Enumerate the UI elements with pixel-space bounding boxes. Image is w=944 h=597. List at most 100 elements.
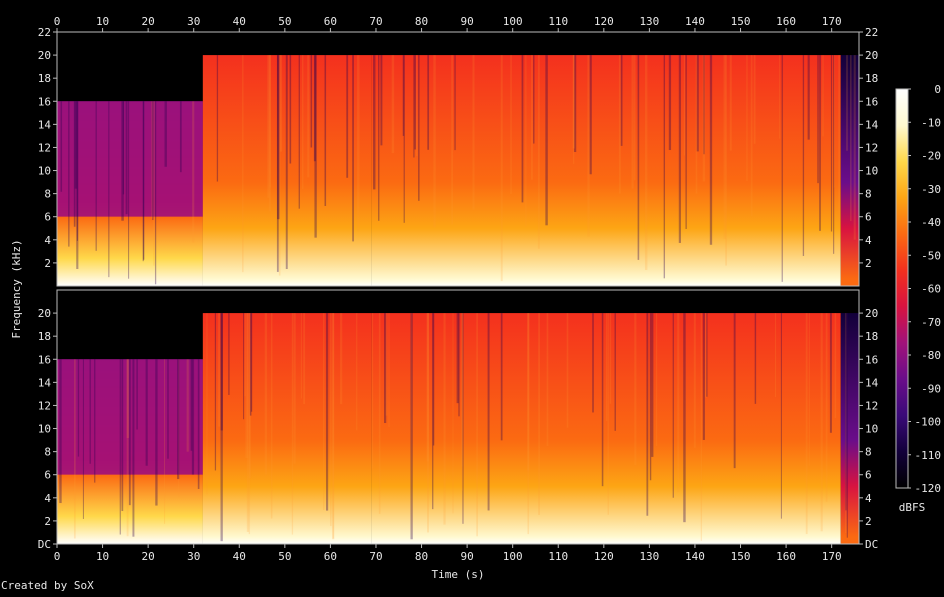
x-tick-label: 170 (822, 15, 842, 28)
x-tick-label: 150 (731, 550, 751, 563)
spectrum-stripe (151, 101, 153, 219)
spectrum-stripe (122, 101, 125, 195)
spectrum-stripe (179, 101, 182, 173)
y-tick-label: 2 (44, 257, 51, 270)
spectrum-stripe (155, 359, 158, 506)
spectrum-stripe (822, 55, 824, 137)
spectrum-stripe (668, 55, 672, 151)
spectrum-segment (371, 313, 841, 544)
x-tick-label: 30 (187, 550, 200, 563)
spectrum-stripe (291, 313, 294, 535)
colorbar-gradient (896, 89, 908, 488)
x-tick-label: 10 (96, 15, 109, 28)
spectrum-stripe (846, 55, 848, 151)
spectrum-stripe (461, 313, 464, 467)
spectrum-stripe (191, 359, 195, 475)
spectrum-stripe (521, 55, 524, 203)
spectrum-stripe (300, 313, 302, 399)
spectrum-stripe (89, 359, 91, 464)
spectrum-stripe (702, 313, 705, 440)
spectrum-stripe (427, 313, 429, 533)
spectrum-stripe (356, 313, 358, 431)
y-tick-label: 4 (44, 234, 51, 247)
spectrum-stripe (525, 55, 527, 227)
spectrum-stripe (774, 313, 777, 398)
spectrum-stripe (325, 313, 329, 511)
spectrum-stripe (533, 55, 535, 144)
spectrum-stripe (614, 313, 616, 431)
spectrum-low-band (57, 474, 203, 544)
spectrum-stripe (566, 313, 569, 428)
spectrum-stripe (487, 313, 490, 511)
spectrum-stripe (220, 313, 223, 431)
x-tick-label: 50 (278, 550, 291, 563)
spectrum-stripe (249, 313, 252, 416)
y-tick-label: 10 (865, 165, 878, 178)
spectrum-stripe (432, 313, 435, 446)
spectrum-stripe (383, 313, 387, 424)
spectrum-stripe (76, 101, 78, 241)
spectrum-stripe (663, 55, 666, 279)
spectrum-stripe (606, 313, 608, 422)
spectrum-band (57, 101, 203, 217)
spectrum-stripe (672, 313, 674, 498)
spectrum-stripe (128, 359, 131, 506)
spectrum-stripe (108, 101, 110, 278)
spectrum-band (57, 359, 203, 475)
spectrum-segment (202, 313, 372, 544)
x-tick-label: 130 (639, 15, 659, 28)
spectrum-stripe (683, 55, 685, 156)
spectrum-stripe (192, 101, 195, 243)
spectrum-stripe (95, 101, 97, 251)
spectrum-stripe (82, 359, 84, 519)
spectrum-stripe (830, 55, 833, 232)
spectrum-segment (202, 55, 372, 286)
colorbar-tick-label: -80 (921, 349, 941, 362)
y-tick-label: 6 (865, 469, 872, 482)
spectrum-stripe (270, 313, 273, 519)
spectrum-segment (371, 55, 841, 286)
spectrum-stripe (76, 101, 79, 269)
spectrum-stripe (685, 55, 687, 230)
spectrum-stripe (126, 359, 129, 537)
spectrum-stripe (853, 55, 856, 240)
spectrum-stripe (298, 55, 300, 209)
spectrum-stripe (589, 55, 592, 175)
spectrum-stripe (293, 313, 296, 464)
spectrum-stripe (601, 313, 604, 487)
spectrum-stripe (546, 313, 549, 447)
spectrum-stripe (433, 55, 436, 228)
spectrum-stripe (456, 313, 459, 404)
spectrum-stripe (538, 313, 540, 515)
spectrum-stripe (545, 55, 548, 226)
spectrum-stripe (834, 313, 837, 419)
spectrum-low-band (57, 216, 203, 286)
y-tick-label: 22 (865, 26, 878, 39)
spectrum-stripe (609, 313, 612, 404)
spectrum-stripe (706, 313, 708, 397)
spectrum-stripe (781, 55, 783, 282)
spectrum-stripe (60, 101, 63, 192)
spectrum-stripe (73, 359, 76, 539)
spectrum-stripe (723, 55, 726, 239)
y-tick-label: 12 (865, 399, 878, 412)
spectrum-stripe (125, 101, 128, 215)
spectrum-stripe (527, 313, 530, 471)
spectrum-stripe (651, 313, 654, 457)
spectrum-stripe (432, 313, 434, 510)
spectrum-stripe (476, 313, 478, 537)
y-tick-label: 18 (865, 330, 878, 343)
spectrum-stripe (410, 313, 413, 540)
spectrum-stripe (163, 359, 166, 524)
spectrum-stripe (846, 313, 848, 538)
colorbar-tick-label: -40 (921, 216, 941, 229)
spectrum-stripe (753, 55, 756, 144)
x-tick-label: 20 (142, 550, 155, 563)
spectrum-stripe (646, 313, 649, 516)
x-tick-label: 160 (776, 15, 796, 28)
spectrum-stripe (385, 313, 388, 416)
spectrum-stripe (729, 55, 732, 151)
spectrum-stripe (703, 55, 705, 155)
spectrum-stripe (587, 55, 590, 237)
